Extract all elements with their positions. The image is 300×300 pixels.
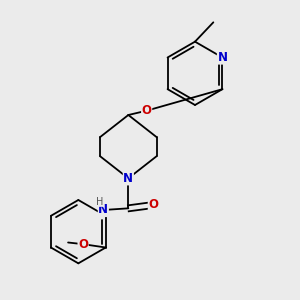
Text: O: O bbox=[148, 199, 158, 212]
Text: O: O bbox=[142, 104, 152, 117]
Text: N: N bbox=[98, 203, 108, 217]
Text: N: N bbox=[218, 51, 227, 64]
Text: N: N bbox=[123, 172, 133, 185]
Text: O: O bbox=[78, 238, 88, 251]
Text: H: H bbox=[96, 197, 104, 207]
